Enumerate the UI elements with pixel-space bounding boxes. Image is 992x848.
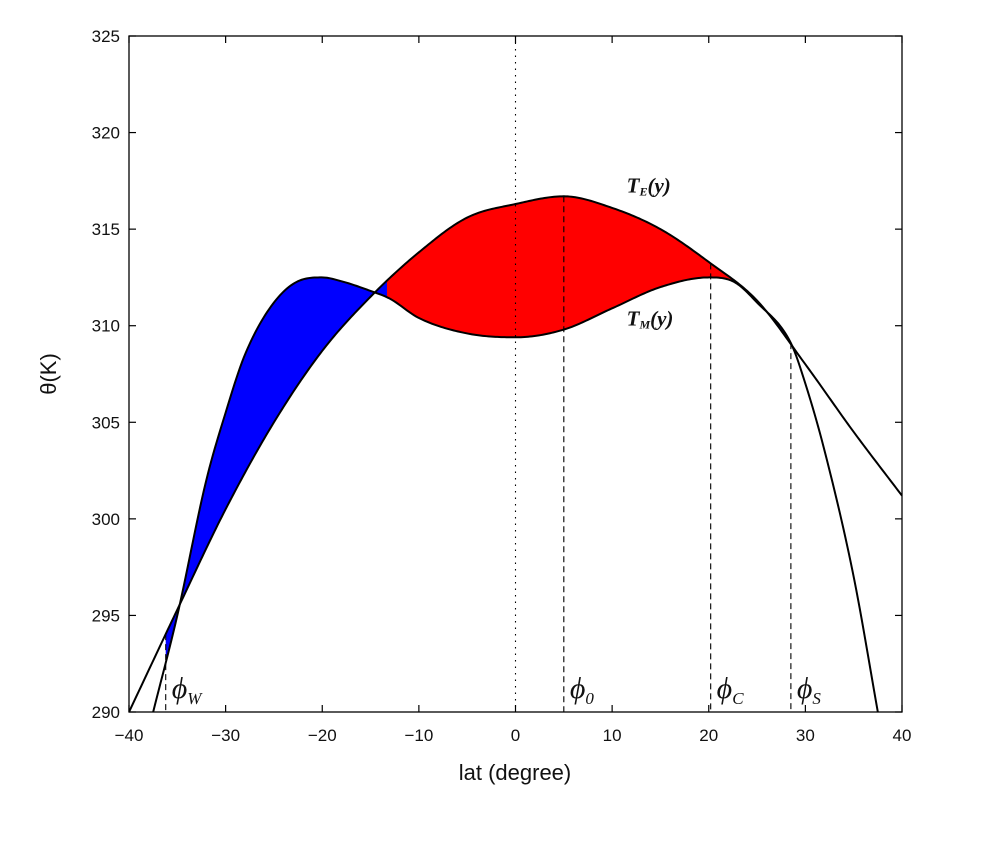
y-tick-label: 315 (92, 220, 120, 239)
series-line-tm (152, 276, 879, 712)
shaded-region-2 (386, 196, 733, 338)
x-tick-label: −20 (308, 726, 337, 745)
shaded-region-3 (732, 279, 791, 345)
curve-label-m: TM(y) (627, 307, 674, 332)
reference-lines (165, 36, 792, 712)
x-tick-label: −30 (211, 726, 240, 745)
series-line-te (129, 195, 902, 712)
x-tick-label: 20 (699, 726, 718, 745)
phi-label-c: ϕC (717, 672, 745, 708)
phi-label-s: ϕS (797, 672, 822, 708)
x-axis-title: lat (degree) (459, 760, 572, 785)
y-tick-label: 295 (92, 606, 120, 625)
x-tick-label: 40 (893, 726, 912, 745)
x-tick-label: 30 (796, 726, 815, 745)
shaded-region-1 (165, 277, 387, 663)
shaded-regions (165, 196, 791, 663)
reference-line-labels: ϕW ϕ0 ϕC ϕS (172, 672, 822, 708)
curve-label-e: TE(y) (627, 173, 671, 198)
phi-label-w: ϕW (172, 672, 204, 708)
y-tick-label: 320 (92, 124, 120, 143)
y-tick-label: 300 (92, 510, 120, 529)
axis-ticks: −40 −30 −20 −10 0 10 20 30 40 290 295 300 305 310 315 3… (92, 27, 912, 745)
x-tick-label: 10 (603, 726, 622, 745)
series-lines (129, 195, 902, 712)
curve-labels: TE(y) TM(y) (627, 173, 674, 331)
x-tick-label: 0 (511, 726, 520, 745)
y-axis-title: θ(K) (36, 353, 61, 395)
x-tick-label: −10 (404, 726, 433, 745)
y-tick-label: 310 (92, 317, 120, 336)
phi-label-0: ϕ0 (570, 672, 595, 708)
y-tick-label: 325 (92, 27, 120, 46)
y-tick-label: 305 (92, 413, 120, 432)
x-tick-label: −40 (115, 726, 144, 745)
y-tick-label: 290 (92, 703, 120, 722)
